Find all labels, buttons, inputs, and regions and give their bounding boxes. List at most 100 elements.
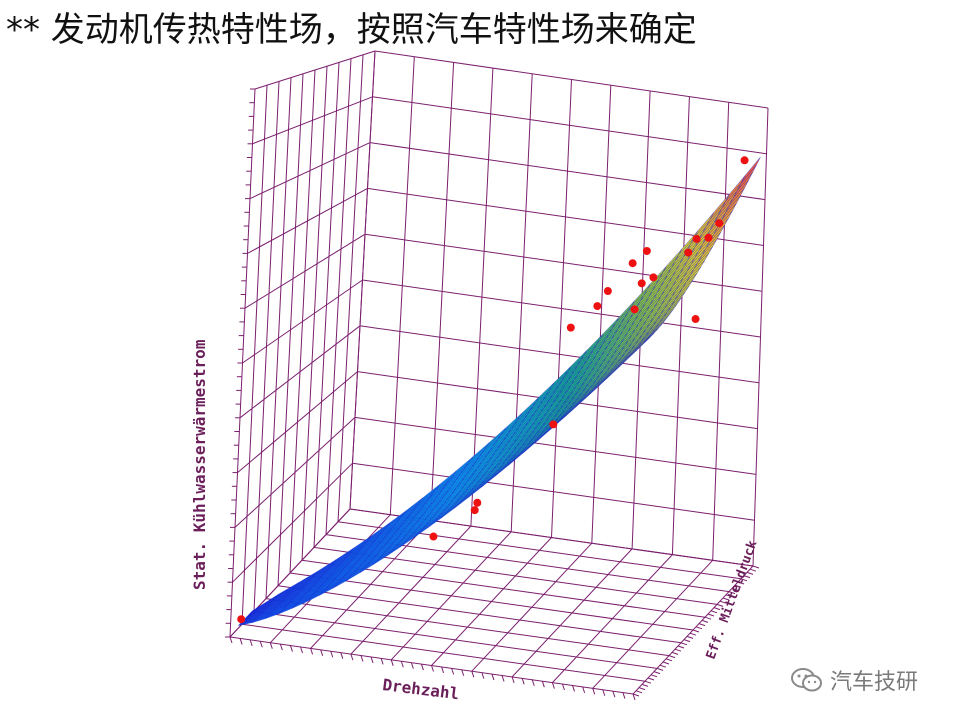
side-wall-grid-line	[313, 62, 340, 548]
y-axis-tick	[728, 591, 736, 595]
back-wall-grid-line	[591, 85, 612, 544]
y-axis-label: Eff. Mitteldruck	[704, 538, 761, 661]
y-axis-tick	[638, 687, 646, 691]
side-wall-grid-line	[254, 50, 376, 90]
x-axis-tick	[279, 643, 283, 651]
y-axis-tick	[692, 629, 700, 633]
y-axis-tick	[740, 578, 748, 582]
x-axis-tick	[521, 678, 525, 685]
y-axis-tick	[641, 683, 649, 687]
measurement-point	[692, 234, 701, 243]
measurement-point	[549, 420, 558, 429]
y-axis-tick	[644, 680, 652, 684]
y-axis-tick	[731, 587, 739, 591]
side-wall-grid-line	[244, 233, 366, 309]
y-axis-tick	[734, 584, 742, 588]
x-axis-tick	[320, 649, 324, 656]
side-wall-grid-line	[252, 96, 373, 145]
x-axis-tick	[612, 690, 616, 698]
measurement-point	[704, 233, 713, 242]
x-axis-tick	[501, 675, 505, 682]
x-axis-tick	[269, 642, 273, 649]
x-axis-tick	[310, 648, 314, 655]
y-axis-tick	[677, 645, 685, 649]
y-axis-tick	[746, 571, 754, 575]
measurement-point	[740, 156, 749, 165]
x-axis-tick	[410, 662, 414, 669]
side-wall-grid-line	[325, 58, 352, 535]
x-axis-tick	[330, 651, 334, 658]
measurement-point	[429, 532, 438, 541]
wechat-icon	[791, 668, 822, 692]
x-axis-tick	[380, 658, 384, 665]
y-axis-tick	[701, 619, 709, 623]
x-axis-tick	[562, 683, 565, 691]
y-axis-tick	[653, 671, 661, 675]
x-axis-tick	[350, 653, 354, 661]
y-axis-tick	[689, 632, 697, 636]
back-wall-grid-line	[372, 96, 767, 155]
floor-grid-line	[471, 542, 593, 672]
slide-title: ** 发动机传热特性场，按照汽车特性场来确定	[6, 10, 697, 50]
back-wall-grid-line	[671, 96, 690, 555]
y-axis-tick	[710, 610, 718, 614]
y-axis-tick	[722, 597, 730, 601]
measurement-point	[237, 615, 246, 624]
x-axis-tick	[360, 655, 364, 662]
x-axis-tick	[370, 656, 374, 664]
back-wall-grid-line	[364, 233, 763, 292]
floor-grid-line	[289, 572, 694, 631]
response-surface	[237, 156, 761, 626]
y-axis-tick	[698, 623, 706, 627]
measurement-point	[593, 302, 602, 311]
y-axis-tick	[686, 635, 694, 639]
y-axis-tick	[674, 648, 682, 652]
y-axis-tick	[719, 600, 727, 604]
x-axis-tick	[511, 676, 515, 684]
y-axis-tick	[665, 658, 673, 662]
side-wall-grid-line	[249, 142, 371, 200]
floor-grid-line	[301, 559, 706, 618]
floor-grid-line	[511, 548, 633, 678]
x-axis-tick	[471, 671, 475, 678]
side-wall-grid-line	[242, 279, 363, 364]
y-axis-tick	[716, 603, 724, 607]
y-axis-tick	[749, 568, 757, 572]
floor-grid-line	[552, 554, 673, 683]
side-wall-grid-line	[247, 187, 368, 254]
z-axis-label: Stat. Kühlwasserwärmestrom	[190, 339, 209, 590]
y-axis-tick	[752, 565, 760, 569]
y-axis-tick	[662, 661, 670, 665]
measurement-point	[470, 506, 479, 515]
back-wall-grid-line	[374, 50, 769, 109]
y-axis-tick	[668, 655, 676, 659]
x-axis-tick	[461, 669, 465, 676]
x-axis-tick	[622, 692, 626, 699]
back-wall-grid-line	[362, 279, 761, 338]
y-axis-tick	[704, 616, 712, 620]
side-wall-grid-line	[301, 66, 328, 561]
y-axis-tick	[656, 667, 664, 671]
measurement-point	[649, 273, 658, 282]
x-axis-tick	[259, 641, 263, 648]
measurement-point	[473, 498, 482, 507]
measurement-point	[715, 219, 724, 228]
surface-patch	[629, 340, 647, 357]
measurement-point	[691, 315, 700, 324]
x-axis-tick	[390, 659, 394, 666]
y-axis-tick	[725, 594, 733, 598]
y-axis-tick	[743, 575, 751, 579]
x-axis-tick	[400, 661, 404, 668]
x-axis-tick	[441, 666, 445, 674]
x-axis-tick	[431, 665, 434, 672]
x-axis-tick	[289, 645, 293, 652]
back-wall-grid-line	[369, 142, 766, 201]
x-axis-tick	[541, 681, 545, 688]
x-axis-tick	[602, 689, 606, 696]
measurement-point	[628, 259, 637, 268]
box-grid	[225, 50, 769, 701]
x-axis-tick	[572, 685, 576, 692]
measurement-point	[630, 305, 639, 314]
back-wall-grid-line	[712, 102, 730, 561]
